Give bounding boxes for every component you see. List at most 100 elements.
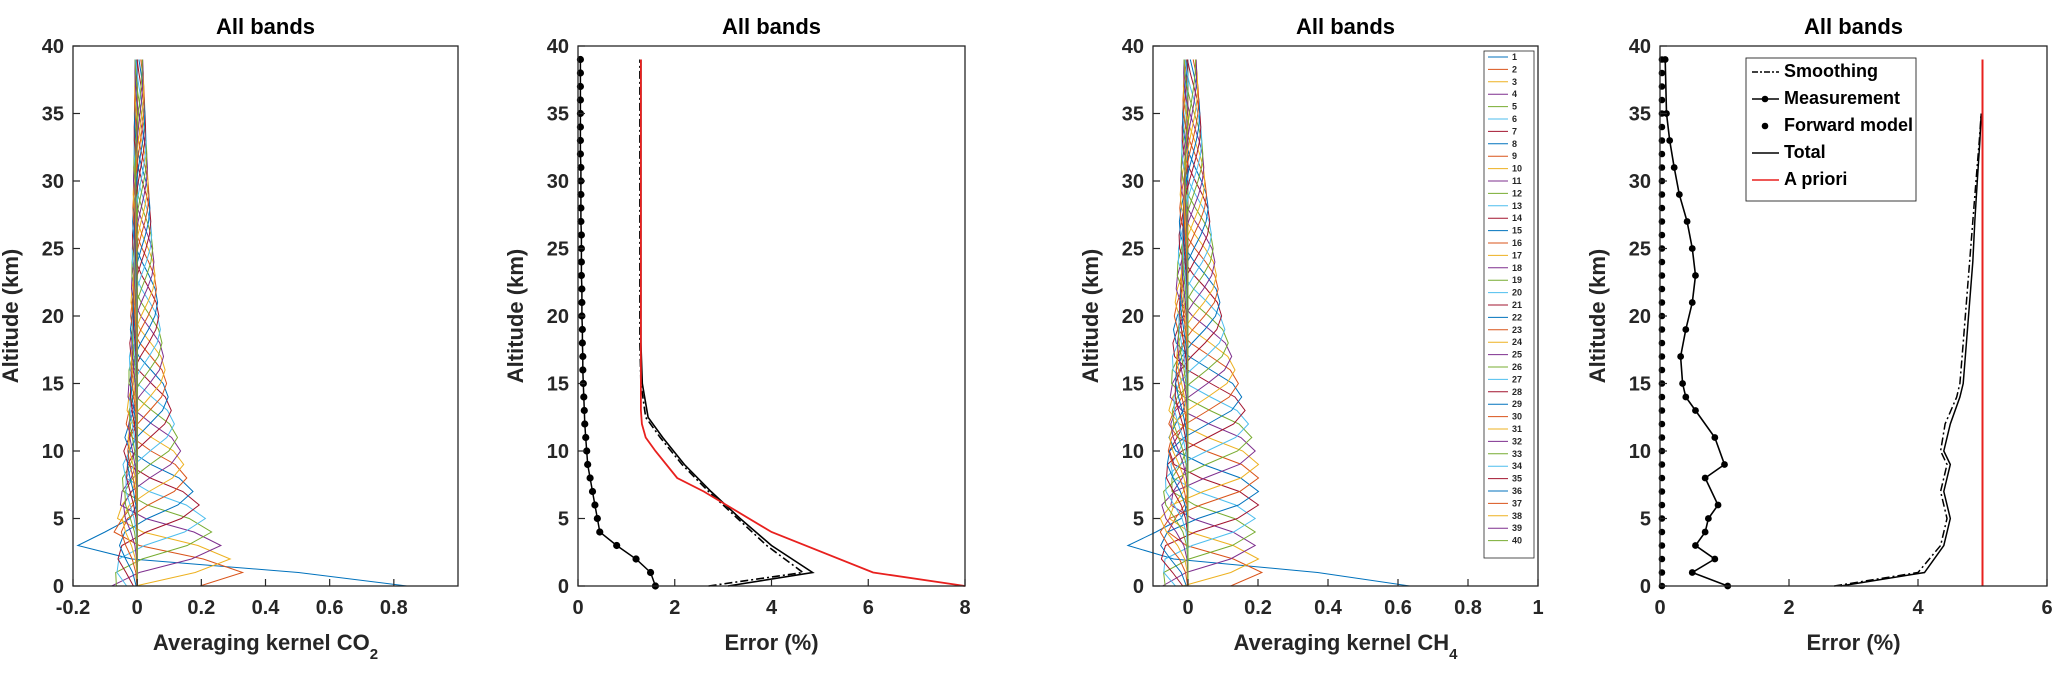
legend-box [1745, 57, 1917, 202]
y-tick-label: 15 [1629, 374, 1651, 396]
kernel-line-15 [1166, 59, 1243, 586]
x-tick-label: 0.8 [1454, 597, 1482, 619]
series-point [577, 231, 585, 239]
y-tick-label: 20 [1629, 306, 1651, 328]
legend-entry-21: 21 [1512, 300, 1522, 310]
legend-entry-36: 36 [1512, 486, 1522, 496]
measurement-point [1670, 164, 1678, 171]
chart-title: All bands [216, 14, 315, 39]
smoothing-line [1834, 113, 1982, 587]
x-axis-label: Error (%) [724, 630, 818, 655]
total-line [1840, 113, 1982, 587]
legend-entry-3: 3 [1512, 77, 1517, 87]
legend-entry-37: 37 [1512, 498, 1522, 508]
plot-frame [1152, 45, 1539, 587]
y-tick-label: 20 [1122, 306, 1144, 328]
x-tick-label: -0.2 [56, 597, 90, 619]
y-tick-label: 30 [1629, 171, 1651, 193]
series-point [613, 541, 621, 550]
x-tick-label: 4 [766, 597, 778, 619]
series-point [632, 555, 640, 563]
legend-entry-39: 39 [1512, 523, 1522, 533]
legend-entry-5: 5 [1512, 102, 1517, 112]
legend-entry-32: 32 [1512, 436, 1522, 446]
y-tick-label: 20 [547, 306, 569, 328]
x-tick-label: 0 [1182, 597, 1193, 619]
legend-entry-2: 2 [1512, 64, 1517, 74]
panel-error-co2: All bands 0 5 10 15 20 25 30 35 40 0 2 4 6 8 Error (%) A… [503, 14, 971, 655]
x-axis-label: Averaging kernel CH4 [1234, 630, 1459, 663]
x-tick-label: 6 [863, 597, 874, 619]
legend-entry-24: 24 [1512, 337, 1522, 347]
legend-entry-13: 13 [1512, 201, 1522, 211]
measurement-point [1683, 218, 1691, 225]
y-tick-label: 35 [1122, 104, 1144, 126]
chart-title: All bands [722, 14, 821, 39]
x-tick-label: 0 [1654, 597, 1665, 619]
y-tick-label: 40 [1629, 36, 1651, 58]
measurement-point [1704, 515, 1712, 522]
series-point [577, 163, 585, 172]
series-point [577, 271, 585, 280]
legend-entry-31: 31 [1512, 424, 1522, 434]
legend-entry-a-priori: A priori [1784, 169, 1847, 189]
y-axis-label: Altitude (km) [503, 249, 528, 383]
series-point [591, 501, 599, 509]
legend-entry-12: 12 [1512, 188, 1522, 198]
series-point [577, 204, 585, 212]
y-tick-label: 5 [1133, 509, 1144, 531]
series-point [579, 366, 587, 374]
series-point [578, 325, 586, 334]
legend-marker-forward-model [1761, 122, 1769, 130]
measurement-point [1666, 137, 1674, 144]
x-tick-label: 2 [1783, 597, 1794, 619]
legend-entry-4: 4 [1512, 89, 1517, 99]
y-tick-label: 30 [1122, 171, 1144, 193]
series-point [580, 393, 588, 401]
legend-entry-34: 34 [1512, 461, 1522, 471]
measurement-point [1688, 569, 1696, 576]
legend-entry-22: 22 [1512, 312, 1522, 322]
legend-entry-38: 38 [1512, 511, 1522, 521]
measurement-point [1679, 380, 1686, 387]
y-tick-label: 5 [1640, 509, 1651, 531]
series-point [577, 190, 585, 199]
series-point [577, 258, 585, 266]
series-line-0 [639, 59, 805, 587]
legend-entry-17: 17 [1512, 250, 1522, 260]
legend-entry-23: 23 [1512, 325, 1522, 335]
x-tick-label: 0 [132, 597, 143, 619]
legend-entry-11: 11 [1512, 176, 1522, 186]
measurement-point [1692, 272, 1699, 279]
series-point [578, 285, 586, 293]
panel-error-ch4: All bands 0 5 10 15 20 25 30 35 40 0 2 4 6 Error (%) Al… [1585, 14, 2053, 655]
legend-entry-total: Total [1784, 142, 1826, 162]
kernel-line-13 [1164, 59, 1250, 586]
kernel-line-40 [134, 59, 143, 586]
series-point [582, 433, 590, 442]
kernel-line-40 [1184, 59, 1197, 586]
x-tick-label: 0.2 [187, 597, 215, 619]
series-point [578, 298, 586, 307]
y-tick-label: 20 [42, 306, 64, 328]
measurement-point [1675, 191, 1683, 198]
series-point [583, 447, 591, 455]
series-point [584, 460, 592, 469]
legend-entry-20: 20 [1512, 288, 1522, 298]
y-tick-label: 25 [1629, 239, 1651, 261]
legend-entry-smoothing: Smoothing [1784, 61, 1878, 81]
y-tick-label: 30 [42, 171, 64, 193]
y-tick-label: 15 [1122, 374, 1144, 396]
measurement-point [1692, 407, 1699, 414]
y-tick-label: 15 [42, 374, 64, 396]
x-tick-label: 0.4 [1314, 597, 1343, 619]
legend-entry-14: 14 [1512, 213, 1522, 223]
measurement-point [1677, 353, 1685, 360]
plot-frame [577, 45, 966, 587]
x-tick-label: 8 [959, 597, 970, 619]
legend-entry-18: 18 [1512, 263, 1522, 273]
y-tick-label: 30 [547, 171, 569, 193]
